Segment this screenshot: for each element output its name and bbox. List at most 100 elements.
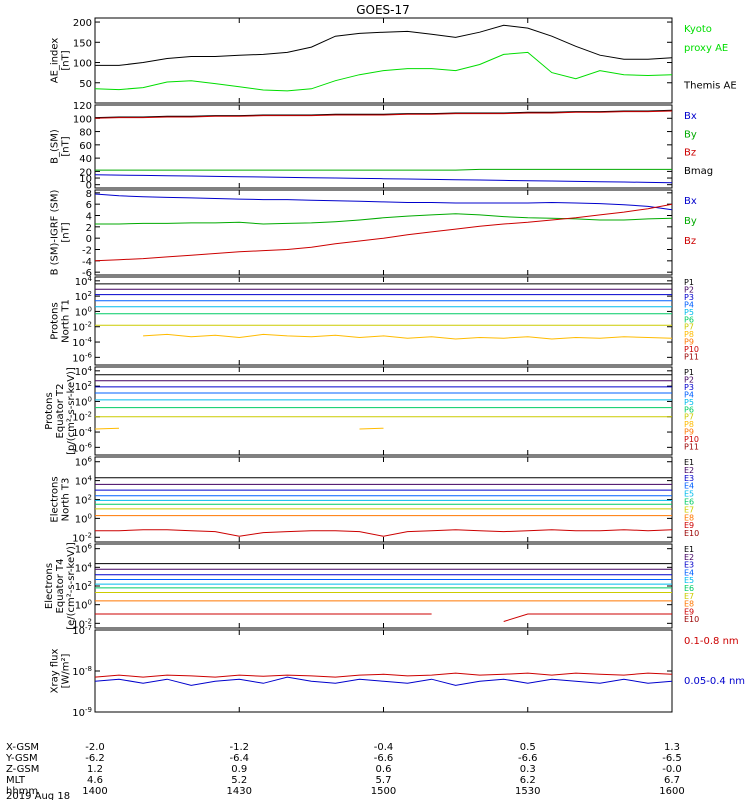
legend-entry: By	[684, 216, 697, 227]
axis-row-value: 1500	[371, 786, 396, 797]
x-axis-table: X-GSM -2.0 -1.2 -0.4 0.5 1.3 Y-GSM -6.2 -6.4 -6.6…	[5, 742, 685, 800]
series-line-bx	[94, 174, 673, 184]
legend-entry: E3	[684, 474, 694, 483]
axis-row-label: hhmm	[6, 786, 38, 797]
y-tick-label: 104	[75, 475, 93, 488]
legend-entry: 0.05-0.4 nm	[684, 676, 745, 687]
legend-entry: E5	[684, 576, 694, 585]
y-tick-label: 80	[79, 128, 92, 139]
y-tick-label: 150	[73, 38, 92, 49]
legend-entry: Bz	[684, 148, 696, 159]
series-line-themis-ae	[95, 24, 673, 66]
y-tick-label: 8	[86, 189, 92, 200]
y-tick-label: 100	[73, 59, 92, 70]
series-line-p8	[94, 427, 120, 430]
y-tick-label: 6	[86, 200, 92, 211]
axis-row-value: -6.2	[85, 753, 105, 764]
axis-row-value: -6.5	[662, 753, 682, 764]
legend-entry: P5	[684, 398, 694, 407]
legend-entry: E2	[684, 553, 694, 562]
axis-row-label: Y-GSM	[5, 753, 38, 764]
y-tick-label: 2	[86, 223, 92, 234]
y-tick-label: 100	[75, 305, 92, 318]
y-axis-label: Electrons	[50, 476, 61, 522]
y-axis-label: Protons	[44, 392, 55, 429]
legend-entry: E3	[684, 561, 694, 570]
y-axis-label: [e/(cm²-s-sr-keV)]	[66, 542, 77, 630]
axis-row-label: Z-GSM	[6, 764, 39, 775]
y-tick-label: 4	[86, 212, 92, 223]
legend-entry: P6	[684, 405, 694, 414]
legend-entry: E5	[684, 490, 694, 499]
y-axis-label: [nT]	[61, 50, 72, 70]
legend-entry: E10	[684, 615, 699, 624]
axis-row-value: 1.3	[664, 742, 680, 753]
y-axis-label: Equator T2	[55, 384, 66, 439]
legend-entry: E7	[684, 505, 694, 514]
legend-entry: P7	[684, 323, 694, 332]
legend-entry: E6	[684, 498, 694, 507]
y-tick-label: -4	[82, 257, 92, 268]
y-tick-label: 10-9	[72, 706, 92, 719]
y-tick-label: 10-2	[72, 321, 92, 334]
legend-entry: P4	[684, 300, 694, 309]
series-line-p8	[359, 427, 384, 430]
panel-frame	[94, 456, 673, 543]
plot-title: GOES-17	[356, 3, 410, 17]
y-tick-label: 120	[73, 101, 92, 112]
y-tick-label: -2	[82, 246, 92, 257]
date-label: 2019 Aug 18	[6, 791, 70, 800]
axis-row-value: 1600	[659, 786, 684, 797]
legend-entry: E9	[684, 607, 694, 616]
y-axis-label: [W/m²]	[61, 653, 72, 688]
y-tick-label: 104	[75, 275, 93, 288]
legend-entry: P3	[684, 293, 694, 302]
axis-row-value: -6.4	[229, 753, 249, 764]
legend-entry: P10	[684, 435, 699, 444]
series-line-by	[95, 213, 673, 225]
series-line-p8	[143, 333, 673, 340]
axis-row-value: 6.7	[664, 775, 680, 786]
y-axis-label: North T3	[61, 478, 72, 522]
y-axis-label: Equator T4	[55, 559, 66, 614]
axis-row-value: -6.6	[518, 753, 538, 764]
legend-entry: Themis AE	[683, 80, 737, 91]
y-tick-label: 104	[75, 561, 93, 574]
legend-entry: Bx	[684, 111, 697, 122]
axis-row-label: X-GSM	[6, 742, 39, 753]
legend-entry: Bmag	[684, 166, 713, 177]
y-axis-label: North T1	[61, 299, 72, 343]
legend-entry: P1	[684, 278, 694, 287]
panel-frame	[94, 629, 673, 713]
legend-entry: proxy AE	[684, 43, 728, 54]
legend-entry: E8	[684, 513, 694, 522]
y-tick-label: 102	[75, 494, 92, 507]
y-tick-label: 50	[79, 79, 92, 90]
y-tick-label: 0	[86, 181, 92, 192]
panel-frame	[94, 17, 673, 104]
y-axis-label: Xray flux	[50, 649, 61, 694]
legend-entry: P2	[684, 285, 694, 294]
y-tick-label: 100	[75, 512, 92, 525]
y-tick-label: 10	[79, 174, 92, 185]
series-line-e9	[95, 529, 673, 537]
legend-entry: E4	[684, 482, 694, 491]
axis-row-value: 6.2	[520, 775, 536, 786]
legend-entry: P8	[684, 330, 694, 339]
series-line-bz	[94, 110, 673, 119]
y-tick-label: 104	[75, 365, 93, 378]
axis-row-value: 1400	[82, 786, 107, 797]
y-tick-label: -6	[82, 268, 92, 279]
legend-entry: P9	[684, 338, 694, 347]
legend-entry: E4	[684, 568, 694, 577]
legend-entry: P7	[684, 413, 694, 422]
y-tick-label: 100	[75, 599, 92, 612]
y-tick-label: 102	[75, 290, 92, 303]
